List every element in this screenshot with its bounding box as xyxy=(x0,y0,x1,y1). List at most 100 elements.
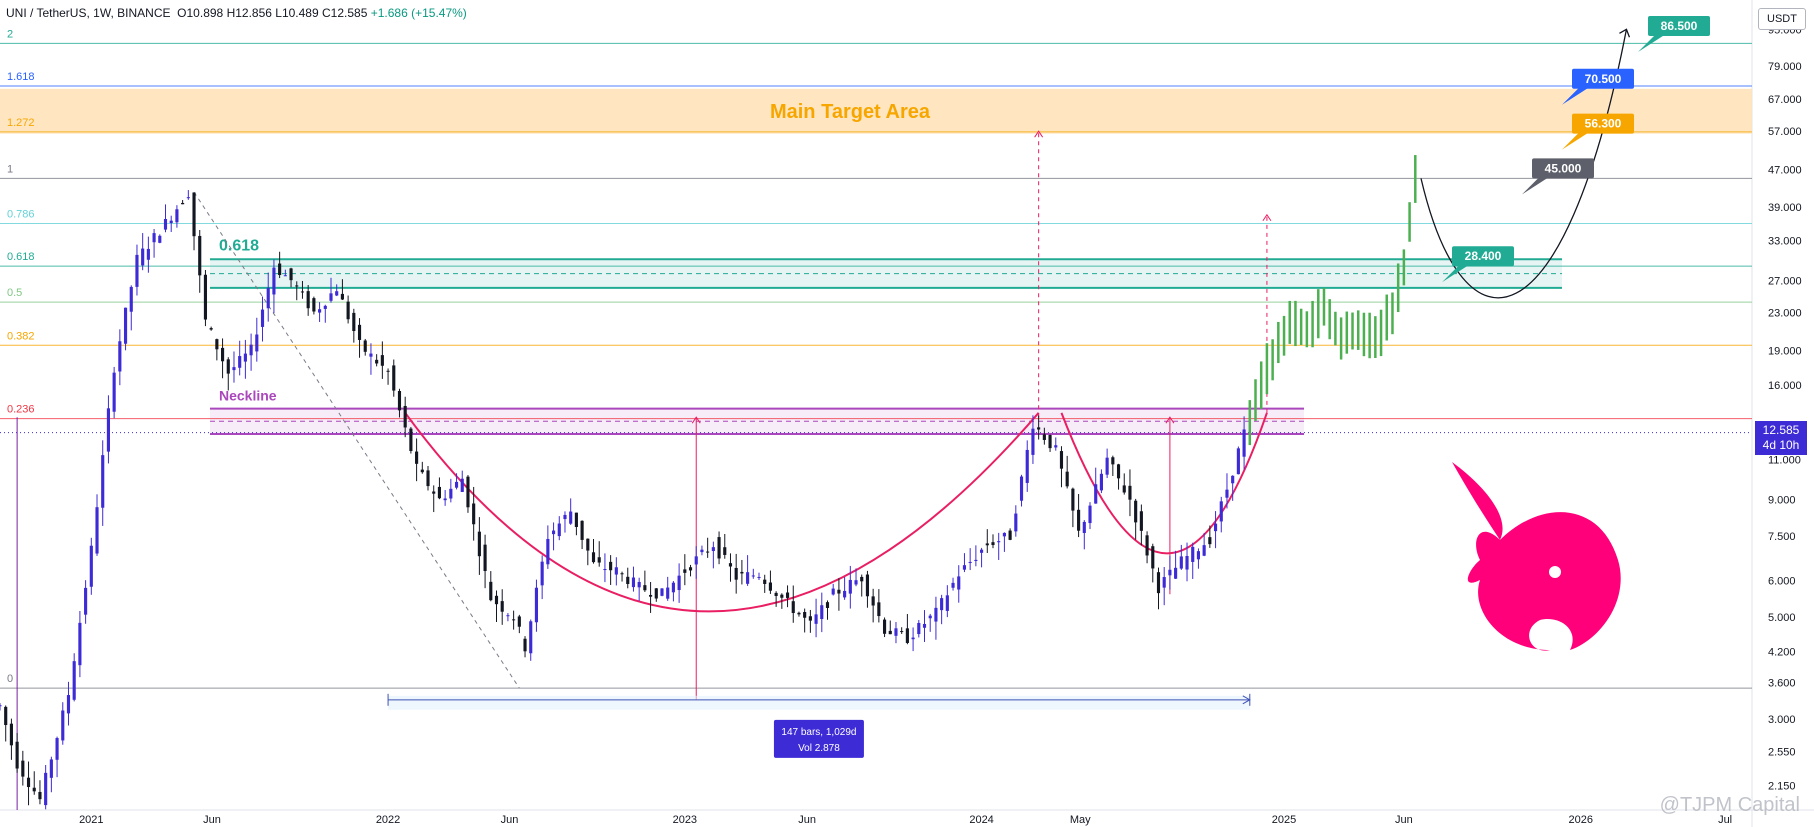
candle-body xyxy=(112,372,116,412)
candle-body xyxy=(66,695,71,714)
candle-body xyxy=(449,488,453,499)
candle-body xyxy=(837,589,841,594)
symbol-title[interactable]: UNI / TetherUS, 1W, BINANCE xyxy=(6,6,171,20)
candle-body xyxy=(825,602,830,608)
candle-body xyxy=(84,587,88,615)
fib-level-label: 0.382 xyxy=(7,330,35,342)
candle-body xyxy=(928,615,932,619)
candle-body xyxy=(266,287,270,309)
candle-body xyxy=(962,565,967,570)
candle-body xyxy=(785,592,790,598)
projection-curve-arrowhead xyxy=(1619,28,1631,38)
candle-body xyxy=(991,542,995,546)
candle-body xyxy=(437,486,441,499)
candle-body xyxy=(426,470,430,487)
candle-body xyxy=(865,574,870,597)
candle-body xyxy=(243,353,247,362)
candle-body xyxy=(226,359,230,374)
candle-body xyxy=(654,588,658,599)
candle-body xyxy=(643,585,647,591)
target-callout-box xyxy=(1532,158,1594,179)
symbol-header: UNI / TetherUS, 1W, BINANCE O10.898 H12.… xyxy=(6,6,467,20)
watermark: @TJPM Capital xyxy=(1660,794,1800,816)
target-callout-label: 56.300 xyxy=(1585,117,1622,131)
candle-body xyxy=(740,571,744,574)
candle-body xyxy=(711,547,715,552)
candle-body xyxy=(860,576,864,582)
candle-body xyxy=(586,538,590,551)
candle-body xyxy=(1151,546,1155,569)
y-tick-label: 7.500 xyxy=(1768,531,1796,543)
cup-projection-arrow-head xyxy=(1034,130,1044,138)
candle-body xyxy=(375,359,379,364)
candle-body xyxy=(1202,545,1206,556)
candle-body xyxy=(529,621,533,654)
candle-body xyxy=(38,791,42,800)
candle-body xyxy=(768,582,772,591)
candle-body xyxy=(352,312,356,332)
candle-body xyxy=(1208,537,1212,545)
target-callout-pointer xyxy=(1442,264,1470,283)
candle-body xyxy=(1236,448,1240,475)
candle-body xyxy=(32,787,36,792)
candle-body xyxy=(688,567,693,571)
candle-body xyxy=(123,307,128,344)
candle-body xyxy=(1077,509,1081,531)
x-tick-label: 2022 xyxy=(376,814,400,826)
candle-body xyxy=(249,344,253,356)
candle-body xyxy=(15,741,19,769)
fib-level-label: 0.618 xyxy=(7,251,35,263)
candle-body xyxy=(957,576,961,590)
candle-body xyxy=(888,630,892,635)
candle-body xyxy=(1025,449,1029,483)
ohlc-open: O10.898 xyxy=(177,6,224,20)
candle-body xyxy=(694,556,698,565)
candle-body xyxy=(945,595,949,611)
candle-body xyxy=(717,537,721,559)
candle-body xyxy=(295,285,299,287)
candle-body xyxy=(997,541,1001,543)
target-callout-pointer xyxy=(1522,176,1550,195)
candle-body xyxy=(557,523,561,537)
candle-body xyxy=(940,598,944,611)
candle-body xyxy=(1031,428,1035,455)
candle-body xyxy=(415,451,419,464)
candle-body xyxy=(300,291,305,293)
candle-body xyxy=(21,760,25,777)
candle-body xyxy=(974,559,978,561)
candle-body xyxy=(420,469,424,473)
y-tick-label: 3.000 xyxy=(1768,714,1796,726)
candle-body xyxy=(443,498,447,501)
target-callout-box xyxy=(1648,15,1710,36)
candle-body xyxy=(728,563,733,567)
candle-body xyxy=(905,628,909,643)
ohlc-high: H12.856 xyxy=(226,6,272,20)
candle-body xyxy=(403,405,407,428)
candle-body xyxy=(72,661,76,700)
candle-body xyxy=(95,507,99,554)
candle-body xyxy=(260,309,265,327)
y-tick-label: 39.000 xyxy=(1768,202,1802,214)
fib-level-label: 1 xyxy=(7,163,13,175)
candle-body xyxy=(797,612,801,615)
target-callout-label: 86.500 xyxy=(1661,19,1698,33)
target-callout-box xyxy=(1452,246,1514,267)
x-tick-label: Jun xyxy=(1395,814,1413,826)
currency-button[interactable]: USDT xyxy=(1758,8,1806,30)
uniswap-logo-eye xyxy=(1549,566,1561,578)
candle-body xyxy=(1065,471,1069,487)
y-tick-label: 27.000 xyxy=(1768,275,1802,287)
handle-curve xyxy=(1060,412,1268,555)
candle-body xyxy=(723,547,727,555)
diagonal-trendline xyxy=(193,191,520,689)
y-tick-label: 47.000 xyxy=(1768,165,1802,177)
candle-body xyxy=(238,356,242,368)
candle-body xyxy=(603,569,607,571)
candle-body xyxy=(1242,429,1246,457)
candle-body xyxy=(820,605,824,620)
candle-body xyxy=(1185,555,1189,570)
candle-body xyxy=(129,286,133,312)
candle-body xyxy=(141,248,145,266)
candle-body xyxy=(620,573,624,575)
